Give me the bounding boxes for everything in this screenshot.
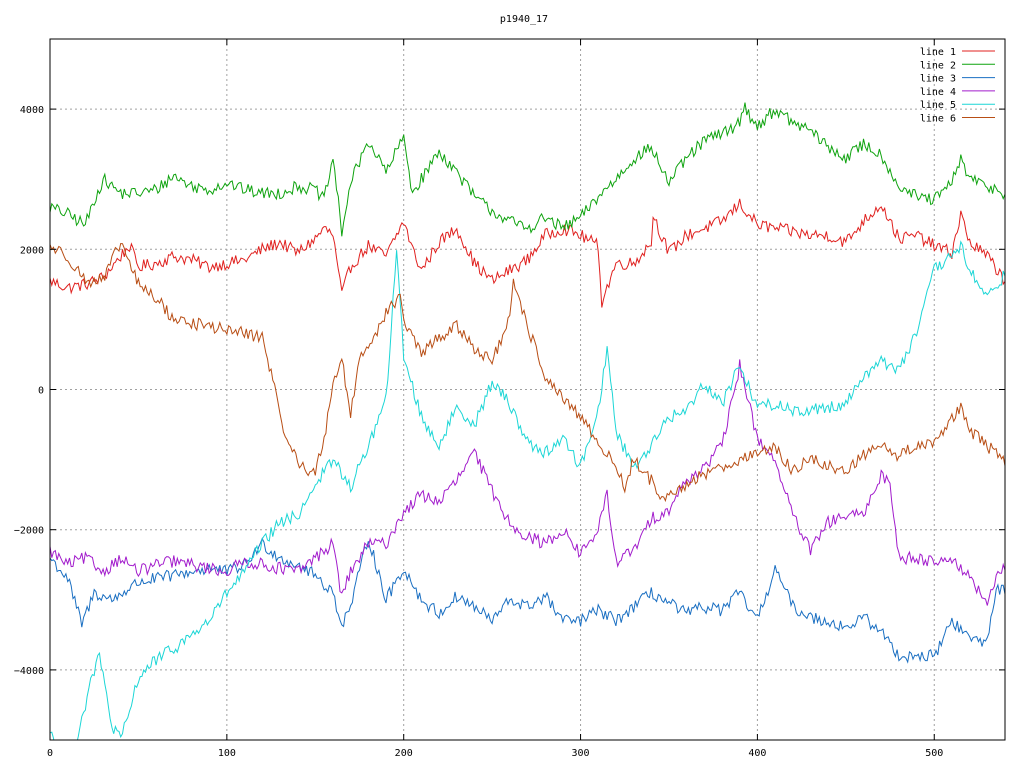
y-tick-label: 4000 bbox=[20, 105, 44, 116]
legend: line 1 line 2 line 3 line 4 line 5 line 6 bbox=[920, 47, 995, 125]
legend-label: line 5 bbox=[920, 100, 956, 111]
x-tick-label: 0 bbox=[47, 748, 53, 759]
x-tick-label: 500 bbox=[925, 748, 943, 759]
x-tick-label: 100 bbox=[218, 748, 236, 759]
y-tick-label: −2000 bbox=[14, 526, 44, 537]
y-tick-label: 0 bbox=[38, 386, 44, 397]
legend-label: line 2 bbox=[920, 60, 956, 71]
series-line-3 bbox=[50, 537, 1005, 664]
x-tick-label: 300 bbox=[572, 748, 590, 759]
series-line-1 bbox=[50, 198, 1005, 308]
y-tick-label: 2000 bbox=[20, 245, 44, 256]
legend-label: line 1 bbox=[920, 47, 956, 58]
x-tick-label: 400 bbox=[748, 748, 766, 759]
x-tick-label: 200 bbox=[395, 748, 413, 759]
y-tick-label: −4000 bbox=[14, 666, 44, 677]
series-line-4 bbox=[50, 359, 1005, 606]
legend-label: line 6 bbox=[920, 114, 956, 125]
series-line-2 bbox=[50, 102, 1005, 237]
grid bbox=[50, 39, 1005, 740]
series-line-5 bbox=[50, 240, 1005, 740]
ticks: 0 100 200 300 400 500 −4000 −2000 0 2000 4000 bbox=[14, 39, 1005, 759]
series-line-6 bbox=[50, 242, 1005, 503]
legend-label: line 3 bbox=[920, 74, 956, 85]
chart-title: p1940_17 bbox=[500, 14, 548, 25]
series-layer bbox=[50, 102, 1005, 740]
legend-label: line 4 bbox=[920, 87, 956, 98]
